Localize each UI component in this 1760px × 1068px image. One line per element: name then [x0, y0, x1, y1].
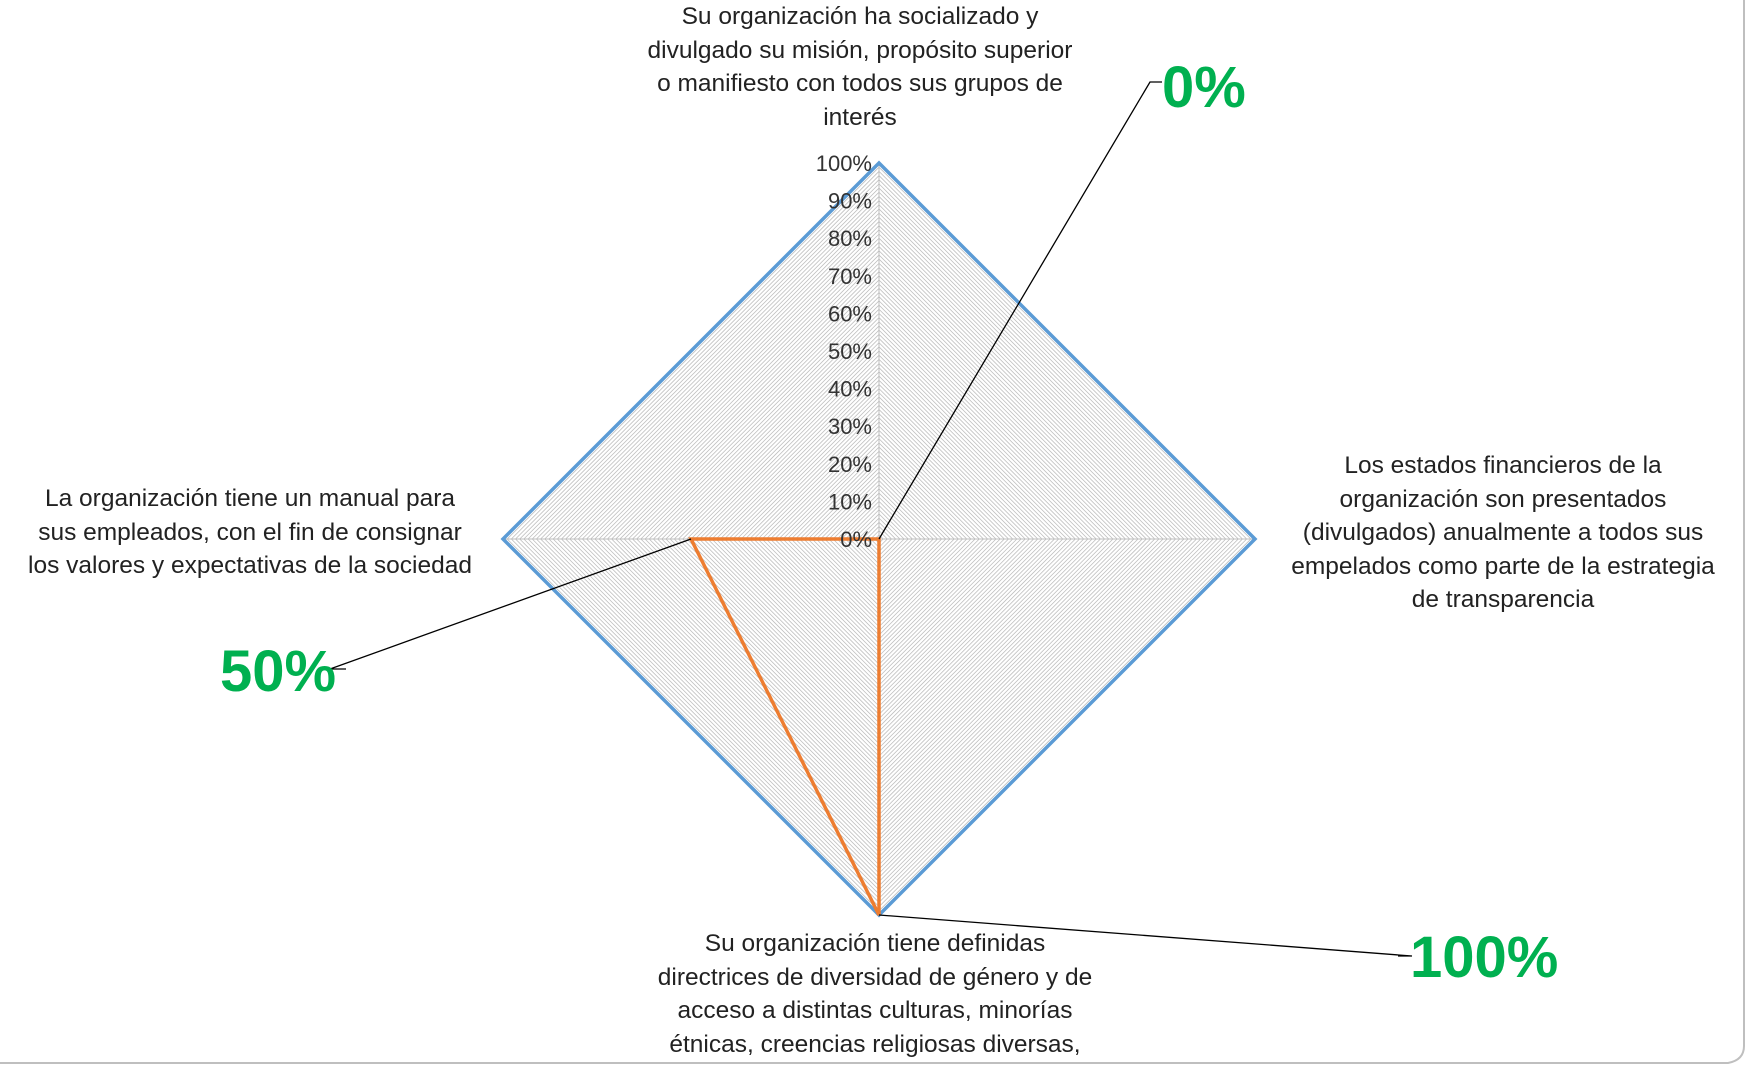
- series-line-2: [688, 537, 881, 916]
- axis-label-bottom: Su organización tiene definidas directri…: [615, 927, 1135, 1061]
- tick-label: 10%: [828, 489, 872, 514]
- callout-left-value: 50%: [220, 639, 337, 704]
- axis-label-line: o manifiesto con todos sus grupos de: [657, 70, 1063, 97]
- axis-label-right: Los estados financieros de la organizaci…: [1262, 449, 1744, 617]
- axis-label-line: étnicas, creencias religiosas diversas,: [669, 1030, 1081, 1058]
- axis-label-top: Su organización ha socializado y divulga…: [600, 0, 1120, 134]
- axis-label-line: interés: [823, 103, 897, 131]
- axis-label-line: La organización tiene un manual para: [45, 485, 455, 512]
- callout-top-value: 0%: [1162, 55, 1246, 120]
- callout-bottom-value: 100%: [1410, 925, 1559, 990]
- axis-label-line: acceso a distintas culturas, minorías: [677, 997, 1073, 1024]
- tick-label: 70%: [828, 264, 872, 289]
- callout-leader: [329, 538, 692, 670]
- callout-leader: [878, 81, 1162, 540]
- tick-labels: 0% 10% 20% 30% 40% 50% 60% 70% 80% 90% 100%: [816, 151, 872, 552]
- tick-label: 60%: [828, 301, 872, 326]
- callout-leaders: [329, 81, 1413, 957]
- axis-label-line: organización son presentados: [1339, 485, 1667, 513]
- axis-label-line: los valores y expectativas de la socieda…: [28, 552, 472, 579]
- axis-label-line: directrices de diversidad de género y de: [657, 963, 1093, 991]
- tick-label: 40%: [828, 377, 872, 402]
- axis-label-line: empelados como parte de la estrategia: [1291, 552, 1715, 580]
- tick-label: 0%: [840, 527, 872, 552]
- tick-label: 80%: [828, 226, 872, 251]
- tick-label: 100%: [816, 151, 872, 176]
- axis-label-left: La organización tiene un manual para sus…: [0, 482, 500, 583]
- tick-label: 50%: [828, 339, 872, 364]
- axis-label-line: Su organización ha socializado y: [681, 3, 1039, 30]
- tick-label: 30%: [828, 414, 872, 439]
- tick-label: 90%: [828, 189, 872, 214]
- tick-label: 20%: [828, 452, 872, 477]
- axis-label-line: de transparencia: [1411, 586, 1595, 613]
- callout-leader: [878, 914, 1413, 957]
- axis-label-line: divulgado su misión, propósito superior: [647, 36, 1073, 64]
- axis-label-line: sus empleados, con el fin de consignar: [38, 518, 462, 546]
- axis-label-line: (divulgados) anualmente a todos sus: [1302, 519, 1704, 546]
- axis-label-line: Su organización tiene definidas: [704, 930, 1046, 957]
- axis-label-line: Los estados financieros de la: [1344, 452, 1662, 479]
